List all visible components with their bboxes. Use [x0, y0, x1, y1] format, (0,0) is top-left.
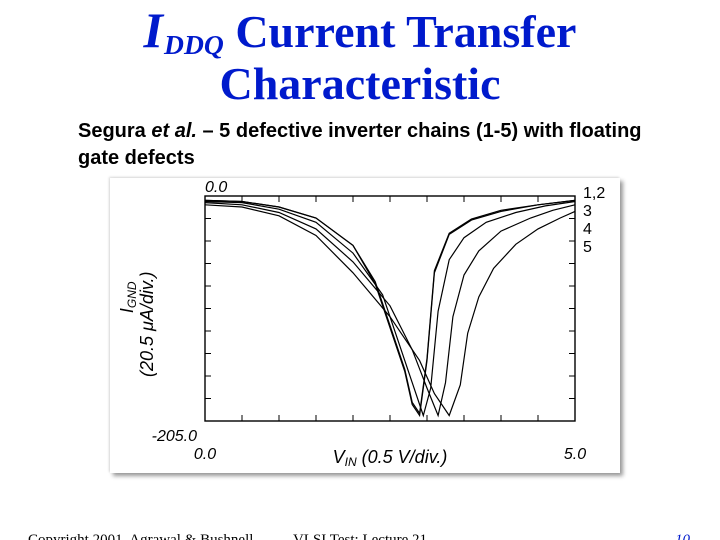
chart-svg: 0.0-205.00.05.0VIN (0.5 V/div.)IGND(20.5…: [110, 178, 620, 473]
slide: IDDQ Current Transfer Characteristic Seg…: [0, 4, 720, 540]
title-prefix: I: [144, 2, 164, 58]
svg-text:VIN (0.5 V/div.): VIN (0.5 V/div.): [333, 447, 448, 469]
title-line2: Characteristic: [0, 60, 720, 108]
svg-text:3: 3: [583, 203, 592, 220]
svg-text:-205.0: -205.0: [152, 428, 197, 445]
svg-text:5.0: 5.0: [564, 446, 586, 463]
svg-text:IGND: IGND: [117, 281, 139, 313]
svg-text:0.0: 0.0: [205, 179, 227, 196]
svg-text:5: 5: [583, 239, 592, 256]
chart: 0.0-205.00.05.0VIN (0.5 V/div.)IGND(20.5…: [110, 178, 620, 473]
desc-etal: et al.: [151, 120, 197, 142]
svg-text:4: 4: [583, 221, 592, 238]
title-rest-1: Current Transfer: [224, 6, 577, 57]
title-subscript: DDQ: [164, 29, 224, 60]
footer-lecture: VLSI Test: Lecture 21: [0, 532, 720, 540]
footer-page: 10: [675, 532, 690, 540]
description: Segura et al. – 5 defective inverter cha…: [78, 118, 648, 172]
svg-text:(20.5 μA/div.): (20.5 μA/div.): [137, 272, 157, 378]
svg-text:0.0: 0.0: [194, 446, 216, 463]
desc-author: Segura: [78, 120, 151, 142]
svg-text:1,2: 1,2: [583, 185, 605, 202]
slide-title: IDDQ Current Transfer Characteristic: [0, 4, 720, 108]
